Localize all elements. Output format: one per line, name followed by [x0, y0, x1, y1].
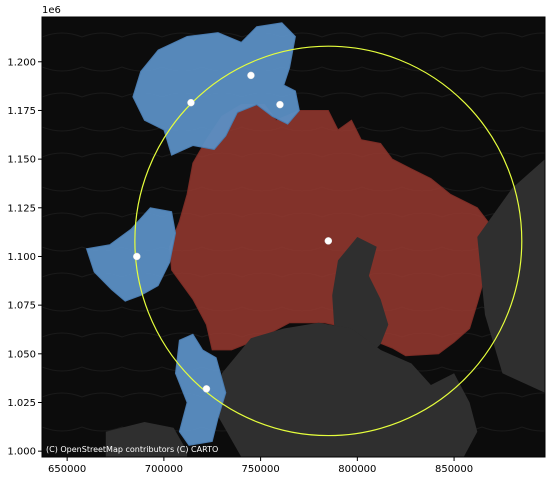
x-tick-label: 800000	[338, 464, 376, 475]
basemap-road-line	[42, 32, 545, 38]
y-tick-label: 1.075	[7, 301, 36, 312]
water-area	[105, 422, 188, 457]
axes-frame	[41, 16, 546, 458]
basemap-road-line	[42, 66, 545, 72]
point-marker	[324, 237, 333, 245]
basemap-attribution: (C) OpenStreetMap contributors (C) CARTO	[46, 445, 218, 454]
y-tick-label: 1.000	[7, 447, 36, 458]
y-tick-label: 1.175	[7, 106, 36, 117]
x-axis: 650000 700000 750000 800000 850000	[48, 457, 473, 475]
y-axis: 1.000 1.025 1.050 1.075 1.100 1.125 1.150 1.175…	[7, 57, 42, 458]
water-area	[477, 159, 545, 393]
point-marker	[133, 252, 141, 261]
water-area	[332, 237, 389, 356]
point-marker	[202, 385, 211, 393]
point-marker	[247, 71, 255, 80]
y-tick-label: 1.100	[7, 252, 36, 263]
y-tick-label: 1.125	[7, 203, 36, 214]
red-region	[169, 104, 500, 357]
y-tick-label: 1.025	[7, 398, 36, 409]
x-tick-label: 650000	[48, 464, 86, 475]
radius-circle	[134, 45, 523, 437]
x-tick-label: 850000	[435, 464, 473, 475]
y-tick-label: 1.200	[7, 57, 36, 68]
blue-region	[174, 333, 227, 446]
point-marker	[276, 100, 284, 109]
y-offset-label: 1e6	[42, 5, 61, 16]
blue-region	[85, 207, 177, 302]
x-tick-label: 750000	[242, 464, 280, 475]
y-tick-label: 1.050	[7, 349, 36, 360]
basemap-road-line	[42, 92, 545, 98]
water-area	[218, 322, 478, 457]
map-axes	[41, 16, 546, 458]
y-tick-label: 1.150	[7, 155, 36, 166]
map-layers	[42, 22, 545, 457]
point-marker	[187, 98, 195, 107]
x-tick-label: 700000	[145, 464, 183, 475]
